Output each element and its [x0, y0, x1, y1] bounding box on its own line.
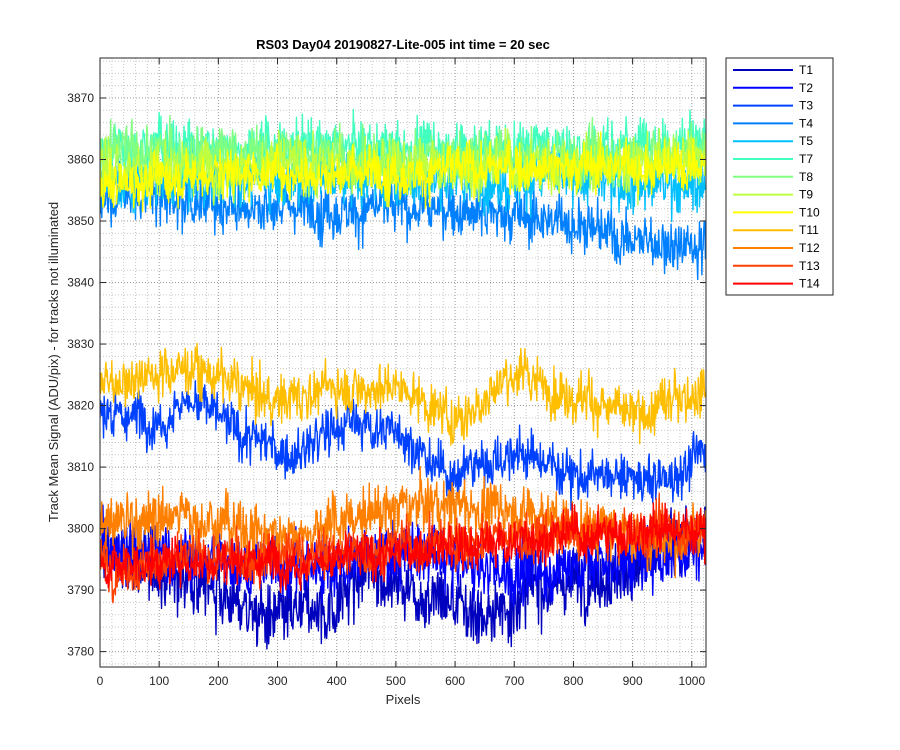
legend-label-t8: T8: [799, 170, 813, 184]
y-tick-label: 3820: [67, 399, 94, 413]
chart-title: RS03 Day04 20190827-Lite-005 int time = …: [256, 37, 550, 52]
legend-label-t4: T4: [799, 116, 813, 130]
y-tick-label: 3840: [67, 276, 94, 290]
x-tick-label: 500: [386, 674, 406, 688]
y-tick-label: 3790: [67, 583, 94, 597]
y-tick-labels: 3780 3790 3800 3810 3820 3830 3840 3850 3860 3870: [67, 91, 94, 659]
series-line-t1: [100, 505, 706, 650]
x-tick-label: 900: [623, 674, 643, 688]
x-axis-label: Pixels: [386, 692, 421, 707]
y-tick-label: 3830: [67, 337, 94, 351]
series-line-t12: [100, 465, 706, 579]
y-axis-label: Track Mean Signal (ADU/pix) - for tracks…: [46, 202, 61, 522]
x-tick-label: 200: [208, 674, 228, 688]
series-line-t4: [100, 160, 706, 281]
plot-area: [100, 108, 706, 650]
x-tick-label: 400: [327, 674, 347, 688]
legend-label-t5: T5: [799, 134, 813, 148]
x-tick-label: 300: [268, 674, 288, 688]
legend-label-t3: T3: [799, 99, 813, 113]
legend-label-t13: T13: [799, 259, 820, 273]
series-line-t3: [100, 380, 706, 511]
plot-frame: [99, 57, 707, 668]
legend: T1 T2 T3 T4 T5 T7 T8 T9 T10 T11 T12 T13 T14: [725, 57, 834, 296]
x-tick-labels: 0 100 200 300 400 500 600 700 800 900 1000: [97, 674, 706, 688]
axis-ticks: [99, 58, 706, 667]
series-line-t14: [100, 502, 706, 594]
x-tick-label: 800: [563, 674, 583, 688]
x-tick-label: 700: [504, 674, 524, 688]
y-tick-label: 3810: [67, 460, 94, 474]
series-lines: [100, 108, 706, 650]
y-tick-label: 3780: [67, 645, 94, 659]
series-line-t10: [100, 131, 706, 213]
x-tick-label: 1000: [678, 674, 705, 688]
x-tick-label: 100: [149, 674, 169, 688]
legend-items: T1 T2 T3 T4 T5 T7 T8 T9 T10 T11 T12 T13 T14: [733, 63, 820, 291]
legend-label-t11: T11: [799, 223, 819, 237]
legend-label-t7: T7: [799, 152, 813, 166]
legend-label-t12: T12: [799, 241, 820, 255]
x-tick-label: 0: [97, 674, 104, 688]
y-tick-label: 3860: [67, 153, 94, 167]
y-tick-label: 3870: [67, 91, 94, 105]
legend-label-t9: T9: [799, 188, 813, 202]
legend-label-t14: T14: [799, 277, 820, 291]
legend-label-t2: T2: [799, 81, 813, 95]
legend-label-t10: T10: [799, 205, 820, 219]
y-tick-label: 3850: [67, 214, 94, 228]
legend-label-t1: T1: [799, 63, 813, 77]
x-tick-label: 600: [445, 674, 465, 688]
series-line-t11: [100, 342, 706, 446]
y-tick-label: 3800: [67, 522, 94, 536]
